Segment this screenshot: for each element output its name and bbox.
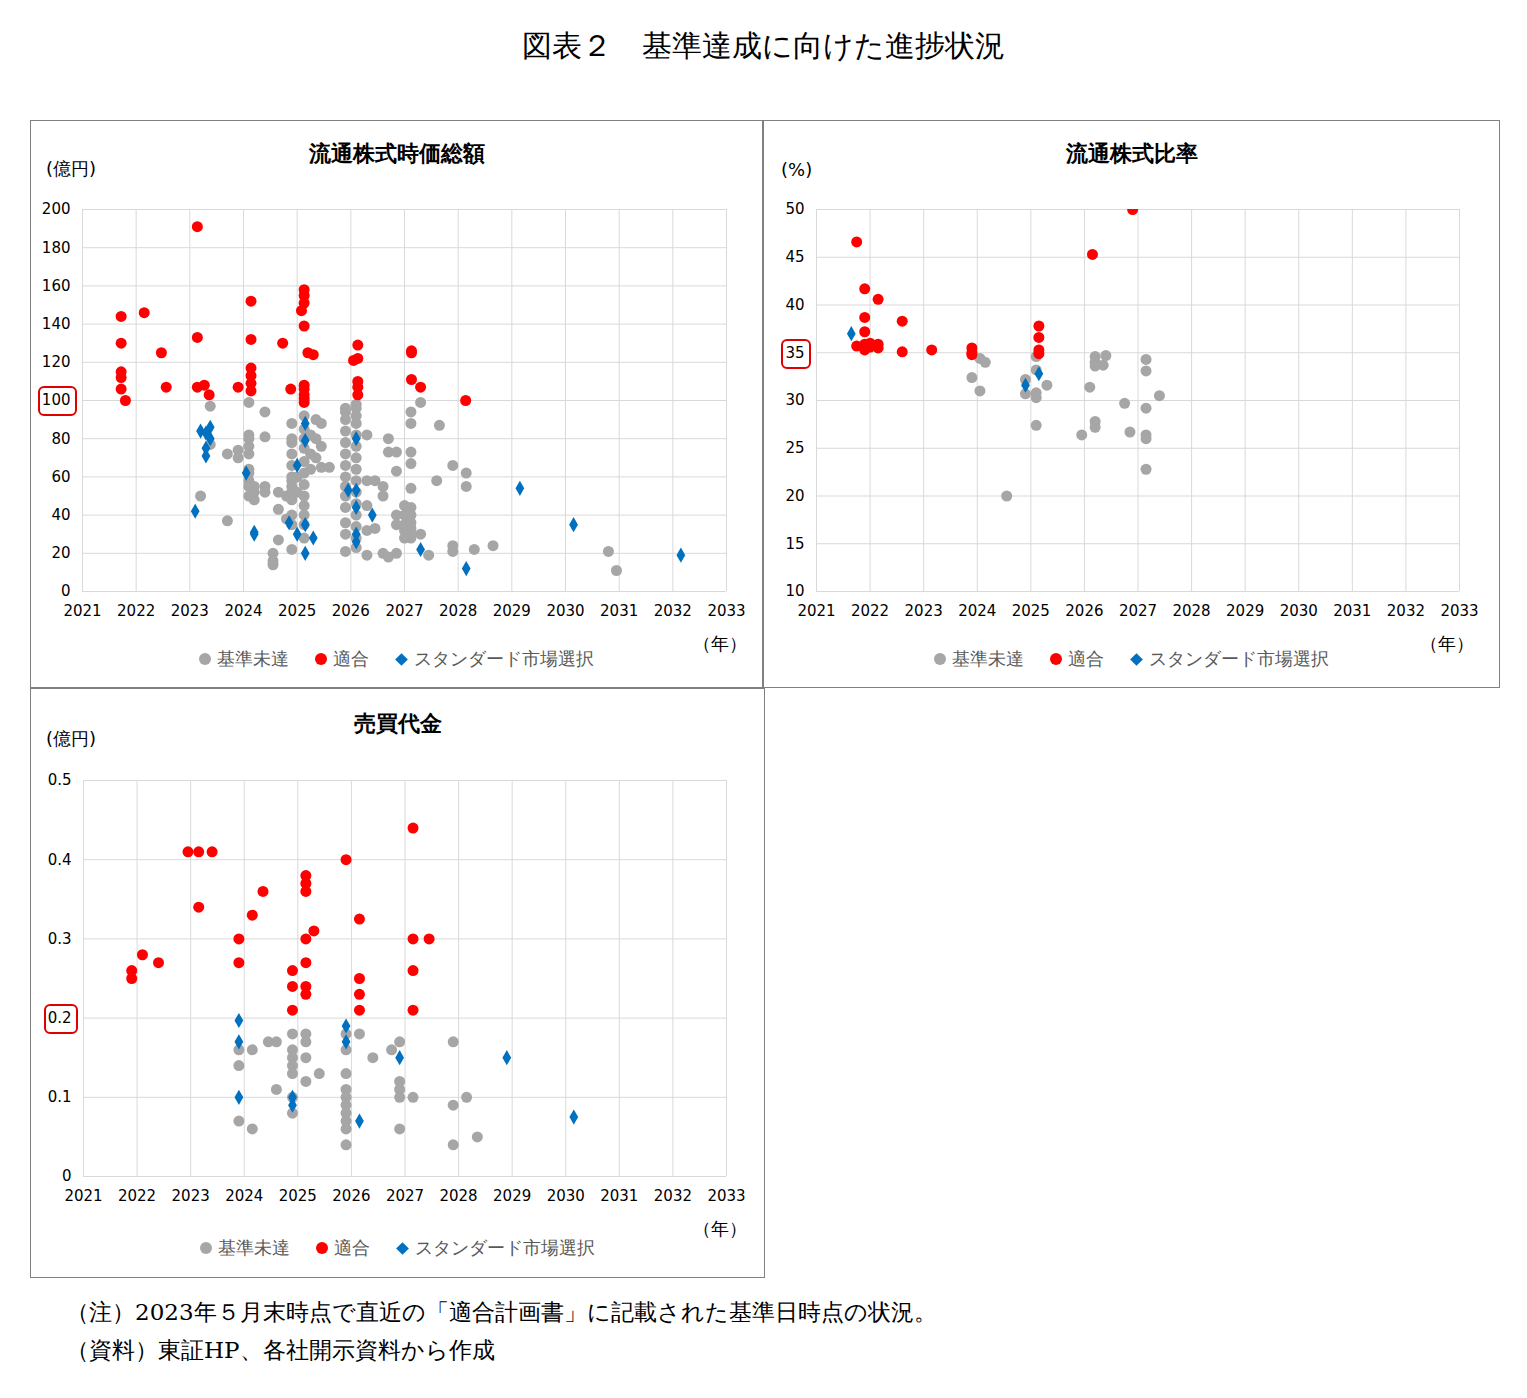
svg-text:0: 0 [61, 582, 71, 600]
svg-text:2022: 2022 [118, 1187, 156, 1205]
svg-text:60: 60 [51, 468, 70, 486]
html-text:スタンダード市場選択: スタンダード市場選択 [415, 1237, 595, 1258]
svg-text:2030: 2030 [547, 1187, 585, 1205]
svg-text:2021: 2021 [64, 1187, 102, 1205]
svg-text:2022: 2022 [117, 602, 155, 620]
svg-text:0.2: 0.2 [48, 1009, 72, 1027]
svg-text:200: 200 [42, 200, 71, 218]
svg-text:2025: 2025 [279, 1187, 317, 1205]
svg-text:2028: 2028 [439, 602, 477, 620]
html-text:（年）: （年） [1420, 633, 1474, 654]
svg-text:25: 25 [785, 439, 804, 457]
svg-text:0.5: 0.5 [48, 771, 72, 789]
html-text:流通株式時価総額: 流通株式時価総額 [308, 141, 485, 166]
html-text:基準未達: 基準未達 [217, 648, 289, 669]
svg-text:2023: 2023 [172, 1187, 210, 1205]
svg-text:2028: 2028 [1172, 602, 1210, 620]
svg-text:120: 120 [42, 353, 71, 371]
html-text:流通株式比率: 流通株式比率 [1065, 141, 1198, 166]
svg-text:0.3: 0.3 [48, 930, 72, 948]
html-text:スタンダード市場選択: スタンダード市場選択 [414, 648, 594, 669]
html-text:スタンダード市場選択: スタンダード市場選択 [1149, 648, 1329, 669]
svg-text:2022: 2022 [851, 602, 889, 620]
svg-text:15: 15 [785, 535, 804, 553]
html-text:基準未達: 基準未達 [218, 1237, 290, 1258]
svg-text:2033: 2033 [1440, 602, 1478, 620]
svg-text:35: 35 [785, 344, 804, 362]
svg-text:2024: 2024 [224, 602, 262, 620]
svg-text:2030: 2030 [1280, 602, 1318, 620]
svg-text:2029: 2029 [1226, 602, 1264, 620]
svg-text:100: 100 [42, 391, 71, 409]
svg-text:2027: 2027 [1119, 602, 1157, 620]
svg-text:2029: 2029 [493, 1187, 531, 1205]
html-text:(億円): (億円) [46, 728, 96, 749]
html-text:（資料）東証HP、各社開示資料から作成: （資料）東証HP、各社開示資料から作成 [66, 1337, 495, 1363]
svg-text:2021: 2021 [797, 602, 835, 620]
svg-text:2025: 2025 [278, 602, 316, 620]
svg-text:2026: 2026 [332, 602, 370, 620]
svg-text:2023: 2023 [171, 602, 209, 620]
html-text:(億円): (億円) [46, 158, 96, 179]
svg-text:2031: 2031 [600, 602, 638, 620]
svg-text:2027: 2027 [385, 602, 423, 620]
svg-text:20: 20 [51, 544, 70, 562]
svg-text:2032: 2032 [1387, 602, 1425, 620]
svg-text:40: 40 [51, 506, 70, 524]
svg-text:2032: 2032 [654, 602, 692, 620]
svg-text:2027: 2027 [386, 1187, 424, 1205]
svg-text:2028: 2028 [439, 1187, 477, 1205]
svg-text:50: 50 [785, 200, 804, 218]
svg-text:2029: 2029 [493, 602, 531, 620]
svg-text:2024: 2024 [225, 1187, 263, 1205]
html-text:図表２ 基準達成に向けた進捗状況: 図表２ 基準達成に向けた進捗状況 [522, 28, 1005, 63]
svg-text:0.1: 0.1 [48, 1088, 72, 1106]
svg-text:40: 40 [785, 296, 804, 314]
svg-text:2031: 2031 [600, 1187, 638, 1205]
svg-text:2026: 2026 [1065, 602, 1103, 620]
svg-text:2030: 2030 [546, 602, 584, 620]
svg-text:2025: 2025 [1012, 602, 1050, 620]
html-text:適合: 適合 [333, 648, 369, 669]
svg-text:160: 160 [42, 277, 71, 295]
svg-text:20: 20 [785, 487, 804, 505]
svg-text:2033: 2033 [707, 602, 745, 620]
svg-text:140: 140 [42, 315, 71, 333]
svg-text:10: 10 [785, 582, 804, 600]
html-text:売買代金: 売買代金 [353, 711, 442, 736]
html-text:基準未達: 基準未達 [952, 648, 1024, 669]
svg-text:80: 80 [51, 430, 70, 448]
svg-text:2023: 2023 [905, 602, 943, 620]
svg-text:2031: 2031 [1333, 602, 1371, 620]
html-text:（年）: （年） [693, 633, 747, 654]
svg-text:45: 45 [785, 248, 804, 266]
html-text:（年）: （年） [693, 1218, 747, 1239]
svg-text:2033: 2033 [707, 1187, 745, 1205]
svg-text:2032: 2032 [654, 1187, 692, 1205]
svg-text:2026: 2026 [332, 1187, 370, 1205]
svg-text:2024: 2024 [958, 602, 996, 620]
svg-text:180: 180 [42, 239, 71, 257]
svg-text:30: 30 [785, 391, 804, 409]
html-text:適合: 適合 [334, 1237, 370, 1258]
html-text:適合: 適合 [1068, 648, 1104, 669]
svg-text:0.4: 0.4 [48, 851, 72, 869]
svg-text:2021: 2021 [63, 602, 101, 620]
svg-text:0: 0 [62, 1167, 72, 1185]
html-text:（注）2023年５月末時点で直近の「適合計画書」に記載された: （注）2023年５月末時点で直近の「適合計画書」に記載された基準日時点の状況。 [66, 1299, 937, 1325]
